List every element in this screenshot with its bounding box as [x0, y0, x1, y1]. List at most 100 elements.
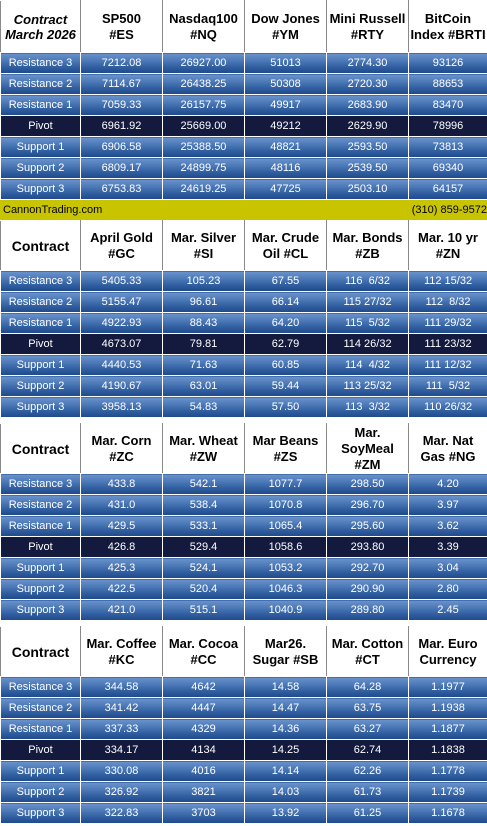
- level-value: 69340: [408, 157, 487, 179]
- level-value: 114 4/32: [326, 354, 409, 376]
- level-value: 322.83: [80, 802, 163, 824]
- row-resistance-3: Resistance 3 344.58 4642 14.58 64.28 1.1977: [0, 676, 487, 698]
- instrument-header: Mar. Coffee #KC: [80, 626, 163, 677]
- instrument-header-line: #RTY: [350, 26, 385, 42]
- level-value: 4440.53: [80, 354, 163, 376]
- instrument-header-line: Mar26.: [264, 635, 307, 651]
- level-value: 2503.10: [326, 178, 409, 200]
- instrument-header-line: Mar. Bonds: [332, 229, 403, 245]
- level-value: 14.47: [244, 697, 327, 719]
- level-value: 538.4: [162, 494, 245, 516]
- level-value: 429.5: [80, 515, 163, 537]
- row-support-2: Support 2 422.5 520.4 1046.3 290.90 2.80: [0, 578, 487, 600]
- instrument-header: BitCoin Index #BRTI: [408, 0, 487, 53]
- level-value: 62.79: [244, 333, 327, 355]
- level-value: 26927.00: [162, 52, 245, 74]
- level-value: 2720.30: [326, 73, 409, 95]
- contract-header-text: Contract: [13, 11, 68, 27]
- level-value: 1065.4: [244, 515, 327, 537]
- instrument-header: Mini Russell #RTY: [326, 0, 409, 53]
- header-row: Contract Mar. Corn #ZC Mar. Wheat #ZW Mar Bea…: [0, 423, 487, 474]
- row-resistance-1: Resistance 1 4922.93 88.43 64.20 115 5/32 111…: [0, 312, 487, 334]
- level-value: 73813: [408, 136, 487, 158]
- level-value: 3.39: [408, 536, 487, 558]
- level-value: 79.81: [162, 333, 245, 355]
- level-value: 431.0: [80, 494, 163, 516]
- row-resistance-3: Resistance 3 7212.08 26927.00 51013 2774.30 9…: [0, 52, 487, 74]
- instrument-header-line: Mar Beans: [252, 432, 319, 448]
- level-value: 26438.25: [162, 73, 245, 95]
- level-value: 5155.47: [80, 291, 163, 313]
- instrument-header-line: Mar. Cotton: [331, 635, 404, 651]
- header-row: Contract March 2026 SP500 #ES Nasdaq100 #NQ Do…: [0, 0, 487, 53]
- row-label: Support 3: [0, 802, 81, 824]
- level-value: 14.36: [244, 718, 327, 740]
- instrument-header-line: Mar. 10 yr: [418, 229, 478, 245]
- row-label: Resistance 3: [0, 473, 81, 495]
- level-value: 2593.50: [326, 136, 409, 158]
- instrument-header: Mar. Bonds #ZB: [326, 220, 409, 271]
- website-link[interactable]: CannonTrading.com: [3, 204, 103, 216]
- instrument-header-line: Mar. Silver: [170, 229, 237, 245]
- level-value: 3958.13: [80, 396, 163, 418]
- level-value: 67.55: [244, 270, 327, 292]
- level-value: 111 12/32: [408, 354, 487, 376]
- level-value: 64.20: [244, 312, 327, 334]
- level-value: 344.58: [80, 676, 163, 698]
- level-value: 13.92: [244, 802, 327, 824]
- instrument-header-line: #SI: [193, 245, 214, 261]
- level-value: 63.27: [326, 718, 409, 740]
- level-value: 57.50: [244, 396, 327, 418]
- row-support-3: Support 3 322.83 3703 13.92 61.25 1.1678: [0, 802, 487, 824]
- section-gap: [0, 418, 487, 423]
- level-value: 66.14: [244, 291, 327, 313]
- row-support-1: Support 1 4440.53 71.63 60.85 114 4/32 111 12…: [0, 354, 487, 376]
- instrument-header-line: #CC: [190, 651, 217, 667]
- level-value: 426.8: [80, 536, 163, 558]
- instrument-header: Mar. SoyMeal #ZM: [326, 423, 409, 474]
- level-value: 3703: [162, 802, 245, 824]
- level-value: 61.73: [326, 781, 409, 803]
- row-resistance-3: Resistance 3 5405.33 105.23 67.55 116 6/32 11…: [0, 270, 487, 292]
- instrument-header: Mar. 10 yr #ZN: [408, 220, 487, 271]
- row-pivot: Pivot 6961.92 25669.00 49212 2629.90 78996: [0, 115, 487, 137]
- level-value: 290.90: [326, 578, 409, 600]
- row-label: Support 1: [0, 557, 81, 579]
- row-label: Resistance 2: [0, 697, 81, 719]
- row-label: Support 1: [0, 760, 81, 782]
- contract-header-text: March 2026: [5, 26, 76, 42]
- level-value: 1.1938: [408, 697, 487, 719]
- header-row: Contract April Gold #GC Mar. Silver #SI Mar. …: [0, 220, 487, 271]
- level-value: 49917: [244, 94, 327, 116]
- level-value: 111 23/32: [408, 333, 487, 355]
- level-value: 61.25: [326, 802, 409, 824]
- levels-table: Contract Mar. Corn #ZC Mar. Wheat #ZW Mar Bea…: [0, 423, 487, 621]
- level-value: 337.33: [80, 718, 163, 740]
- row-resistance-2: Resistance 2 5155.47 96.61 66.14 115 27/32 11…: [0, 291, 487, 313]
- level-value: 296.70: [326, 494, 409, 516]
- contact-banner: CannonTrading.com (310) 859-9572: [0, 200, 487, 220]
- level-value: 2629.90: [326, 115, 409, 137]
- instrument-header-line: Index #BRTI: [410, 26, 486, 42]
- instrument-header-line: Mar.: [354, 424, 381, 440]
- section-gap: [0, 621, 487, 626]
- level-value: 14.14: [244, 760, 327, 782]
- row-label: Resistance 2: [0, 73, 81, 95]
- level-value: 4447: [162, 697, 245, 719]
- instrument-header: Mar. Cocoa #CC: [162, 626, 245, 677]
- level-value: 110 26/32: [408, 396, 487, 418]
- instrument-header-line: SP500: [101, 10, 142, 26]
- level-value: 293.80: [326, 536, 409, 558]
- level-value: 88653: [408, 73, 487, 95]
- row-resistance-1: Resistance 1 429.5 533.1 1065.4 295.60 3.62: [0, 515, 487, 537]
- level-value: 59.44: [244, 375, 327, 397]
- header-row: Contract Mar. Coffee #KC Mar. Cocoa #CC Mar26…: [0, 626, 487, 677]
- level-value: 1058.6: [244, 536, 327, 558]
- level-value: 1053.2: [244, 557, 327, 579]
- row-label: Support 1: [0, 354, 81, 376]
- level-value: 1.1977: [408, 676, 487, 698]
- row-resistance-2: Resistance 2 431.0 538.4 1070.8 296.70 3.97: [0, 494, 487, 516]
- instrument-header-line: #ZW: [189, 448, 218, 464]
- level-value: 24899.75: [162, 157, 245, 179]
